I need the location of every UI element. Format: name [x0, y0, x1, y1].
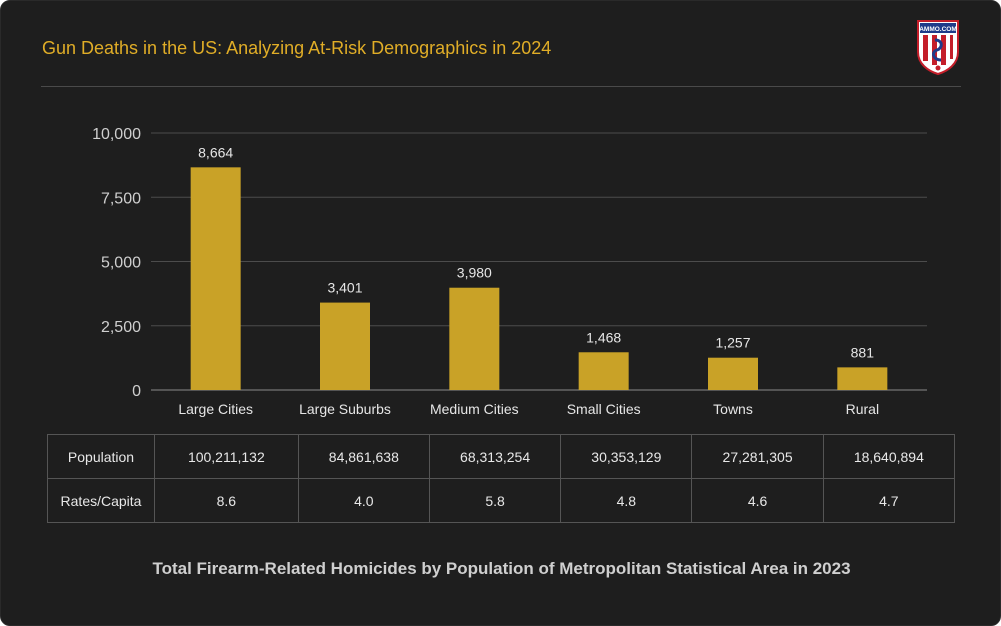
category-labels: Large Cities Large Suburbs Medium Cities Sm…: [178, 401, 879, 417]
data-label: 3,401: [327, 280, 362, 296]
bar-rural: [837, 367, 888, 390]
table-row: Rates/Capita 8.6 4.0 5.8 4.8 4.6 4.7: [47, 478, 956, 523]
bar-medium-cities: [449, 287, 500, 390]
category-label: Large Suburbs: [299, 401, 391, 417]
row-label: Rates/Capita: [47, 478, 155, 523]
y-tick-label: 2,500: [101, 319, 141, 336]
bar-large-cities: [190, 167, 241, 390]
table-cell: 27,281,305: [691, 434, 824, 479]
bar-large-suburbs: [320, 302, 370, 390]
category-label: Towns: [713, 401, 753, 417]
ammo-com-logo: AMMO.COM: [917, 20, 959, 76]
table-cell: 68,313,254: [428, 434, 562, 479]
table-cell: 4.6: [691, 478, 824, 523]
chart-caption: Total Firearm-Related Homicides by Popul…: [152, 559, 851, 578]
data-label: 3,980: [457, 265, 492, 281]
table-cell: 4.8: [560, 478, 693, 523]
category-label: Small Cities: [567, 401, 641, 417]
bar-towns: [708, 357, 758, 390]
table-cell: 8.6: [154, 478, 299, 523]
logo-text: AMMO.COM: [919, 26, 957, 33]
bars: [190, 167, 888, 390]
chart-title: Gun Deaths in the US: Analyzing At-Risk …: [42, 38, 552, 58]
table-cell: 100,211,132: [154, 434, 299, 479]
data-label: 8,664: [198, 144, 233, 160]
table-cell: 84,861,638: [297, 434, 430, 479]
table-cell: 4.0: [297, 478, 430, 523]
gridlines: [151, 132, 927, 391]
category-label: Rural: [846, 401, 879, 417]
table-row: Population 100,211,132 84,861,638 68,313,25…: [47, 434, 956, 479]
y-tick-label: 5,000: [101, 255, 141, 272]
y-axis-ticks: 0 2,500 5,000 7,500 10,000: [92, 126, 141, 400]
data-label: 1,257: [715, 335, 750, 351]
table-cell: 30,353,129: [560, 434, 693, 479]
bar-small-cities: [578, 352, 629, 390]
y-tick-label: 0: [132, 383, 141, 400]
table-cell: 4.7: [822, 478, 956, 523]
stats-table: Population 100,211,132 84,861,638 68,313,25…: [47, 434, 956, 523]
y-tick-label: 10,000: [92, 126, 141, 143]
header-divider: [41, 86, 961, 87]
category-label: Large Cities: [178, 401, 253, 417]
y-tick-label: 7,500: [101, 190, 141, 207]
data-label: 881: [851, 344, 875, 360]
bar-chart: 0 2,500 5,000 7,500 10,000 8,664 3,401 3,980 1,…: [92, 126, 927, 417]
data-labels: 8,664 3,401 3,980 1,468 1,257 881: [198, 144, 874, 360]
table-cell: 5.8: [428, 478, 562, 523]
category-label: Medium Cities: [430, 401, 519, 417]
row-label: Population: [47, 434, 155, 479]
data-label: 1,468: [586, 329, 621, 345]
table-cell: 18,640,894: [822, 434, 956, 479]
